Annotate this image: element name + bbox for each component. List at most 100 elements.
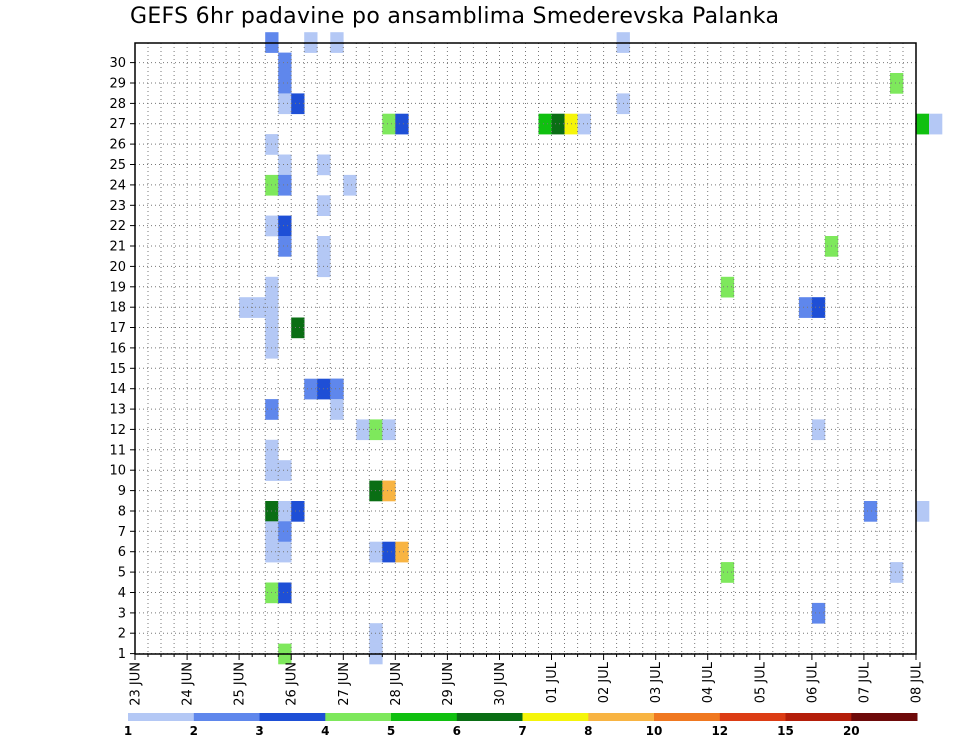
legend-label: 6 bbox=[453, 724, 461, 738]
legend-swatch bbox=[128, 713, 195, 721]
x-tick-label: 02 JUL bbox=[597, 661, 612, 703]
legend-label: 4 bbox=[321, 724, 329, 738]
plot-frame bbox=[134, 42, 917, 655]
legend-swatch bbox=[851, 713, 918, 721]
y-tick-label: 19 bbox=[109, 280, 126, 295]
precip-cell bbox=[278, 501, 292, 522]
legend-label: 20 bbox=[843, 724, 860, 738]
x-tick-label: 24 JUN bbox=[181, 662, 196, 706]
x-tick-label: 30 JUN bbox=[493, 662, 508, 706]
y-tick-label: 23 bbox=[109, 199, 126, 214]
x-tick-label: 07 JUL bbox=[857, 661, 872, 703]
y-tick-label: 11 bbox=[109, 443, 126, 458]
precip-cell bbox=[278, 236, 292, 257]
precip-cell bbox=[395, 113, 409, 135]
precip-cell bbox=[278, 154, 292, 176]
precip-cell bbox=[278, 73, 292, 94]
legend-layer: 1 2 3 4 5 6 7 8 10 12 15 20 bbox=[124, 713, 918, 738]
y-tick-label: 8 bbox=[118, 505, 126, 520]
precip-cell bbox=[278, 521, 292, 542]
precip-cell bbox=[395, 541, 409, 563]
precip-cell bbox=[343, 174, 357, 196]
precip-cell bbox=[798, 297, 813, 318]
legend-label: 15 bbox=[777, 724, 794, 738]
x-tick-label: 26 JUN bbox=[285, 662, 300, 706]
x-tick-label: 23 JUN bbox=[129, 662, 144, 706]
y-tick-label: 28 bbox=[109, 97, 126, 112]
legend-label: 5 bbox=[387, 724, 395, 738]
y-tick-label: 12 bbox=[109, 423, 126, 438]
y-tick-label: 25 bbox=[109, 158, 126, 173]
y-tick-label: 15 bbox=[109, 362, 126, 377]
y-tick-label: 9 bbox=[118, 484, 126, 499]
precip-cell bbox=[916, 501, 930, 522]
precip-cell bbox=[278, 541, 292, 563]
y-tick-label: 24 bbox=[109, 178, 126, 193]
axis-layer: 1234567891011121314151617181920212223242… bbox=[109, 42, 925, 706]
precip-cell bbox=[291, 501, 305, 522]
legend-swatch bbox=[654, 713, 721, 721]
y-tick-label: 18 bbox=[109, 301, 126, 316]
y-tick-label: 7 bbox=[118, 525, 126, 540]
legend-swatch bbox=[785, 713, 852, 721]
y-tick-label: 29 bbox=[109, 77, 126, 92]
y-tick-label: 2 bbox=[118, 627, 126, 642]
y-tick-label: 30 bbox=[109, 56, 126, 71]
x-tick-label: 03 JUL bbox=[649, 661, 664, 703]
precip-cell bbox=[330, 399, 344, 420]
y-tick-label: 5 bbox=[118, 566, 126, 581]
precip-cell bbox=[551, 113, 565, 135]
cells-layer bbox=[239, 32, 943, 665]
legend-swatch bbox=[391, 713, 458, 721]
grid-layer bbox=[135, 43, 916, 655]
y-tick-label: 13 bbox=[109, 403, 126, 418]
legend-swatch bbox=[719, 713, 786, 721]
chart-title: GEFS 6hr padavine po ansamblima Smederev… bbox=[130, 4, 780, 29]
y-tick-label: 22 bbox=[109, 219, 126, 234]
y-tick-label: 20 bbox=[109, 260, 126, 275]
precip-cell bbox=[330, 378, 344, 400]
x-tick-label: 29 JUN bbox=[441, 662, 456, 706]
precip-cell bbox=[382, 419, 396, 441]
y-tick-label: 10 bbox=[109, 464, 126, 479]
precip-cell bbox=[382, 113, 396, 135]
legend-label: 7 bbox=[518, 724, 526, 738]
legend-label: 2 bbox=[190, 724, 198, 738]
precip-cell bbox=[278, 582, 292, 604]
precip-cell bbox=[278, 215, 292, 237]
legend-label: 3 bbox=[255, 724, 263, 738]
y-tick-label: 17 bbox=[109, 321, 126, 336]
precip-cell bbox=[382, 541, 396, 563]
legend-label: 8 bbox=[584, 724, 592, 738]
legend-swatch bbox=[456, 713, 523, 721]
precip-cell bbox=[278, 52, 292, 74]
y-tick-label: 3 bbox=[118, 606, 126, 621]
precip-cell bbox=[538, 113, 552, 135]
precip-cell bbox=[890, 562, 904, 583]
precip-cell bbox=[863, 501, 878, 522]
precip-cell bbox=[929, 113, 943, 135]
precip-cell bbox=[356, 419, 370, 441]
legend-swatch bbox=[259, 713, 326, 721]
x-tick-label: 04 JUL bbox=[701, 661, 716, 703]
y-tick-label: 16 bbox=[109, 341, 126, 356]
precip-cell bbox=[916, 113, 930, 135]
precip-cell bbox=[278, 460, 292, 481]
precip-cell bbox=[382, 480, 396, 502]
legend-swatch bbox=[325, 713, 392, 721]
precip-cell bbox=[811, 602, 826, 624]
legend-label: 1 bbox=[124, 724, 132, 738]
legend-swatch bbox=[522, 713, 589, 721]
y-tick-label: 26 bbox=[109, 138, 126, 153]
x-tick-label: 06 JUL bbox=[805, 661, 820, 703]
precip-cell bbox=[291, 93, 305, 115]
x-tick-label: 25 JUN bbox=[233, 662, 248, 706]
precip-cell bbox=[304, 378, 318, 400]
x-tick-label: 05 JUL bbox=[753, 661, 768, 703]
legend-swatch bbox=[588, 713, 655, 721]
legend-swatch bbox=[193, 713, 260, 721]
precip-cell bbox=[278, 93, 292, 115]
precip-cell bbox=[252, 297, 266, 318]
precip-cell bbox=[811, 297, 826, 318]
